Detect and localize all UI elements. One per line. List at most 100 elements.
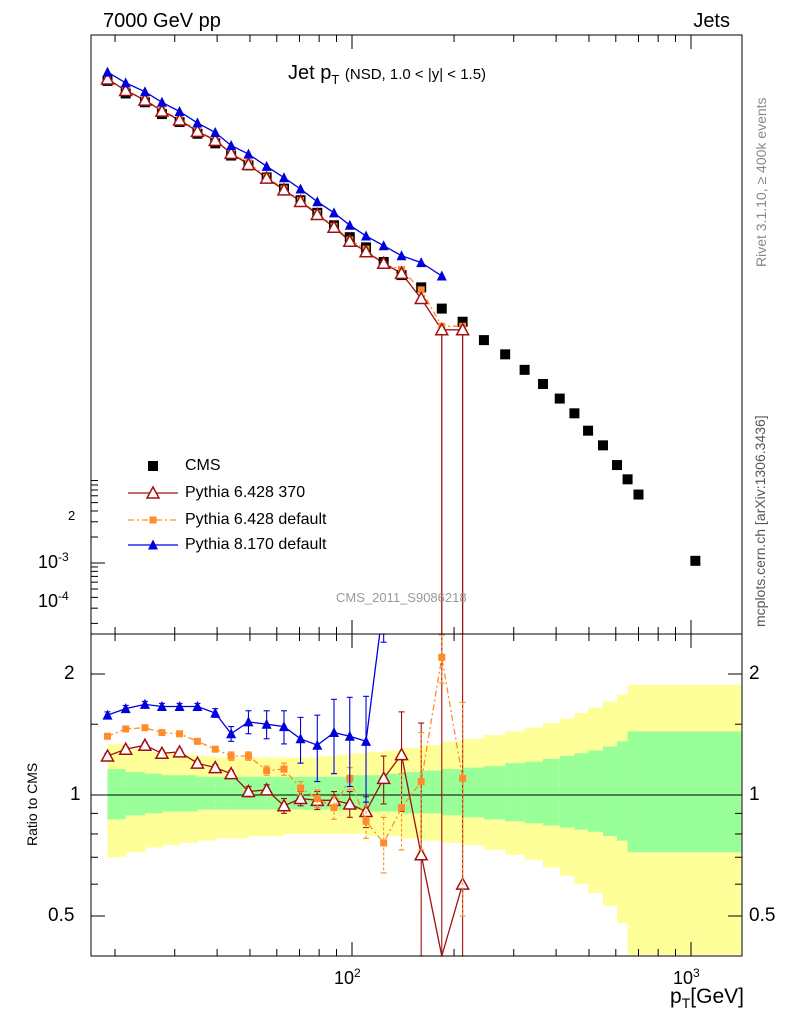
p8-ratio-point: [243, 716, 254, 727]
p6-370-point: [223, 145, 239, 160]
legend-marker-p8-default: [148, 539, 158, 550]
legend-marker-p6-default: [149, 516, 157, 524]
ratio-y-label-05-right: 0.5: [749, 905, 776, 926]
legend-marker-p6-370: [145, 485, 161, 499]
p6-370-point: [118, 82, 133, 97]
p8-point: [396, 250, 407, 261]
p6-370-point: [154, 103, 170, 117]
p6-default-ratio-point: [158, 729, 166, 737]
p6-370-point: [310, 206, 325, 221]
p6-default-ratio-point: [193, 737, 201, 745]
cms-point: [554, 393, 565, 404]
legend: [128, 461, 178, 550]
band-green-bin: [559, 756, 576, 828]
p6-370-point: [293, 193, 308, 208]
p6-370-ratio-point: [259, 782, 274, 796]
p6-370-point: [100, 71, 115, 85]
p6-default-ratio-point: [122, 725, 130, 733]
band-green-bin: [524, 761, 544, 824]
cms-point: [633, 489, 644, 500]
p6-370-ratio-point: [413, 847, 429, 861]
p8-point: [139, 86, 150, 97]
p6-370-point: [259, 170, 274, 184]
band-green-bin: [144, 773, 163, 814]
x-label-sub: T: [681, 995, 691, 1012]
p6-default-main-line: [107, 77, 463, 327]
analysis-watermark: CMS_2011_S9086218: [336, 590, 467, 605]
p8-point: [120, 77, 131, 88]
p6-370-point: [190, 123, 205, 138]
band-green-bin: [125, 772, 146, 816]
p6-default-ratio-point: [227, 752, 235, 760]
p6-370-ratio-point: [241, 783, 256, 798]
cms-point: [690, 555, 701, 566]
p6-370-ratio-point: [276, 798, 292, 812]
axis-ticks: [91, 35, 742, 956]
x-tick-base-100: 10: [334, 968, 355, 988]
p6-default-ratio-point: [362, 817, 370, 825]
p6-default-ratio-point: [398, 804, 406, 812]
p6-default-point: [417, 286, 425, 294]
band-green-bin: [588, 750, 604, 832]
x-tick-label-100: 102: [334, 966, 361, 989]
title-main: Jet p: [288, 62, 332, 84]
side-rivet-label: Rivet 3.1.10, ≥ 400k events: [753, 97, 769, 267]
p8-ratio-point: [102, 709, 113, 720]
p8-ratio-point: [344, 730, 355, 741]
chart-title: Jet pT (NSD, 1.0 < |y| < 1.5): [288, 62, 486, 87]
band-green-bin: [462, 767, 485, 818]
cms-point: [519, 364, 530, 375]
y-tick-exp-1e-4: -4: [58, 589, 69, 603]
band-green-bin: [617, 741, 629, 841]
p8-ratio-point: [295, 733, 306, 744]
p8-point: [416, 257, 427, 268]
y-tick-label-1e-3: 10-3: [38, 550, 69, 573]
ratio-uncertainty-bands: [107, 684, 742, 955]
p8-ratio-point: [174, 701, 185, 712]
p8-ratio-point: [361, 735, 372, 746]
p8-point: [210, 127, 221, 138]
p8-ratio-point: [261, 718, 272, 729]
y-tick-label-1e-4: 10-4: [38, 589, 69, 612]
p6-370-point: [413, 290, 429, 305]
header-process: Jets: [693, 10, 730, 32]
p6-370-ratio-point: [207, 760, 223, 774]
p6-370-point: [342, 233, 358, 247]
y-tick-base-1e-3: 10: [38, 552, 59, 572]
band-green-bin: [441, 769, 464, 816]
p8-point: [192, 117, 203, 128]
legend-marker-cms: [148, 461, 158, 471]
p6-370-point: [434, 322, 450, 336]
p6-370-point: [172, 112, 187, 126]
p6-370-ratio-point: [118, 741, 133, 755]
p6-370-point: [326, 219, 342, 233]
band-green-bin: [215, 776, 232, 810]
band-green-bin: [248, 776, 268, 810]
ratio-y-label-2-right: 2: [749, 663, 760, 684]
cms-point: [612, 460, 623, 471]
cms-point: [597, 440, 608, 451]
p8-point: [278, 172, 289, 183]
p8-point: [312, 196, 323, 207]
x-tick-label-1000: 103: [673, 966, 700, 989]
p6-default-ratio-point: [211, 745, 219, 753]
cms-point: [500, 349, 511, 360]
header-energy: 7000 GeV pp: [103, 10, 221, 32]
p8-point: [102, 66, 113, 77]
p8-point: [243, 148, 254, 159]
ratio-y-axis-label: Ratio to CMS: [24, 762, 40, 846]
cms-point: [457, 316, 468, 327]
p6-default-ratio-point: [176, 730, 184, 738]
p6-default-ratio-point: [244, 752, 252, 760]
y-tick-exp-1e-3: -3: [58, 550, 69, 564]
p6-370-ratio-point: [100, 748, 115, 762]
ratio-y-label-05-left: 0.5: [48, 905, 75, 926]
y-tick-label-2: 2: [68, 508, 76, 523]
p6-370-point: [455, 322, 470, 336]
p6-default-ratio-point: [297, 784, 305, 792]
band-green-bin: [197, 776, 216, 810]
p6-default-ratio-point: [380, 839, 388, 847]
p8-ratio-point: [329, 727, 340, 738]
cms-point: [569, 408, 580, 419]
p6-370-point: [376, 255, 391, 269]
